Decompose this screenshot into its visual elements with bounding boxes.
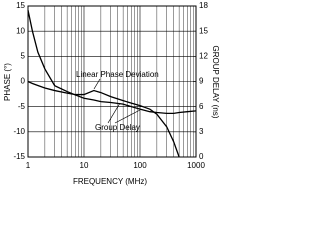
- y2-tick-label: 18: [199, 1, 208, 10]
- y-tick-label: -15: [13, 152, 25, 161]
- line-series: [27, 10, 197, 115]
- line-series: [27, 80, 180, 158]
- annotation-arrow: [93, 78, 101, 90]
- y2-axis-title: GROUP DELAY (ns): [211, 46, 220, 119]
- chart: FREQUENCY (MHz) PHASE (°) GROUP DELAY (n…: [3, 1, 220, 186]
- x-tick-label: 1: [26, 161, 31, 170]
- y-tick-label: 5: [21, 51, 26, 60]
- y-tick-label: 0: [21, 77, 26, 86]
- y-tick-label: -10: [13, 127, 25, 136]
- x-tick-label: 1000: [187, 161, 205, 170]
- y-axis-title: PHASE (°): [3, 63, 12, 101]
- y2-tick-label: 3: [199, 127, 204, 136]
- y2-tick-label: 15: [199, 26, 208, 35]
- y-tick-label: 10: [16, 26, 25, 35]
- y2-tick-label: 12: [199, 51, 208, 60]
- y2-tick-label: 0: [199, 152, 204, 161]
- x-axis-title: FREQUENCY (MHz): [73, 177, 147, 186]
- annotation: Linear Phase Deviation: [76, 70, 159, 79]
- x-tick-label: 10: [80, 161, 89, 170]
- y2-tick-label: 9: [199, 77, 204, 86]
- y-tick-label: 15: [16, 1, 25, 10]
- y-tick-label: -5: [18, 102, 26, 111]
- y2-tick-label: 6: [199, 102, 204, 111]
- annotation: Group Delay: [95, 123, 140, 132]
- annotation-arrow: [107, 102, 121, 124]
- x-tick-label: 100: [133, 161, 147, 170]
